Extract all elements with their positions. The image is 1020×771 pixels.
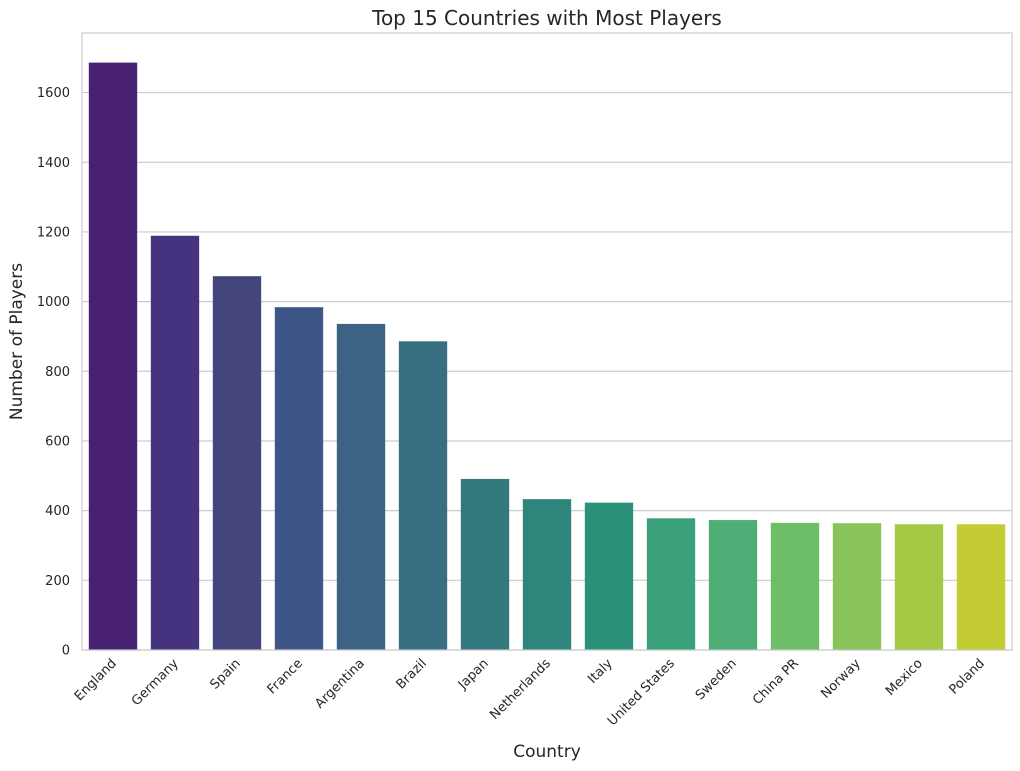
bar bbox=[584, 502, 634, 650]
x-tick-label: Norway bbox=[818, 656, 864, 702]
y-tick-label: 1000 bbox=[37, 295, 70, 310]
y-tick-label: 1400 bbox=[37, 156, 70, 171]
bar bbox=[398, 341, 448, 650]
y-tick-label: 1600 bbox=[37, 86, 70, 101]
y-axis-title: Number of Players bbox=[7, 263, 27, 420]
x-tick-label: Mexico bbox=[883, 656, 926, 699]
x-tick-label: Brazil bbox=[394, 656, 430, 692]
y-tick-labels: 0 200 400 600 800 1000 1200 1400 1600 bbox=[37, 86, 70, 658]
bar bbox=[150, 235, 200, 650]
x-tick-label: Italy bbox=[585, 656, 616, 687]
bar bbox=[832, 523, 882, 650]
y-tick-label: 800 bbox=[45, 365, 70, 380]
x-tick-label: United States bbox=[605, 656, 678, 729]
bar bbox=[522, 499, 572, 650]
bars bbox=[88, 62, 1006, 650]
bar bbox=[88, 62, 138, 650]
bar bbox=[336, 323, 386, 650]
plot-frame bbox=[81, 32, 1013, 651]
x-tick-label: Argentina bbox=[312, 656, 367, 711]
bar bbox=[770, 522, 820, 650]
y-tick-label: 1200 bbox=[37, 225, 70, 240]
bar bbox=[708, 520, 758, 650]
x-tick-label: China PR bbox=[750, 656, 802, 708]
y-tick-label: 200 bbox=[45, 574, 70, 589]
bar bbox=[274, 307, 324, 650]
bar bbox=[956, 524, 1006, 650]
x-tick-label: Germany bbox=[129, 656, 182, 709]
x-tick-label: Sweden bbox=[693, 656, 740, 703]
x-tick-label: Japan bbox=[455, 656, 492, 693]
y-tick-label: 600 bbox=[45, 434, 70, 449]
bar bbox=[460, 478, 510, 650]
x-tick-label: Poland bbox=[947, 656, 988, 697]
x-axis-title: Country bbox=[513, 742, 581, 762]
y-tick-label: 0 bbox=[62, 644, 70, 659]
x-tick-label: Netherlands bbox=[487, 656, 554, 723]
bar bbox=[646, 518, 696, 650]
x-tick-label: Spain bbox=[208, 656, 244, 692]
x-tick-label: France bbox=[265, 656, 306, 697]
bar bbox=[894, 524, 944, 650]
x-tick-labels: England Germany Spain France Argentina Brazil… bbox=[72, 656, 988, 729]
y-tick-label: 400 bbox=[45, 504, 70, 519]
chart-title: Top 15 Countries with Most Players bbox=[371, 6, 722, 30]
x-tick-label: England bbox=[72, 656, 120, 704]
bar bbox=[212, 276, 262, 650]
